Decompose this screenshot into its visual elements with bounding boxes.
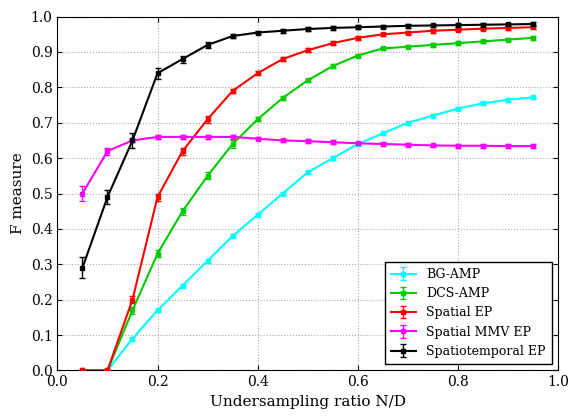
Y-axis label: F measure: F measure bbox=[11, 152, 25, 234]
Legend: BG-AMP, DCS-AMP, Spatial EP, Spatial MMV EP, Spatiotemporal EP: BG-AMP, DCS-AMP, Spatial EP, Spatial MMV… bbox=[385, 262, 552, 364]
X-axis label: Undersampling ratio N/D: Undersampling ratio N/D bbox=[210, 395, 405, 409]
